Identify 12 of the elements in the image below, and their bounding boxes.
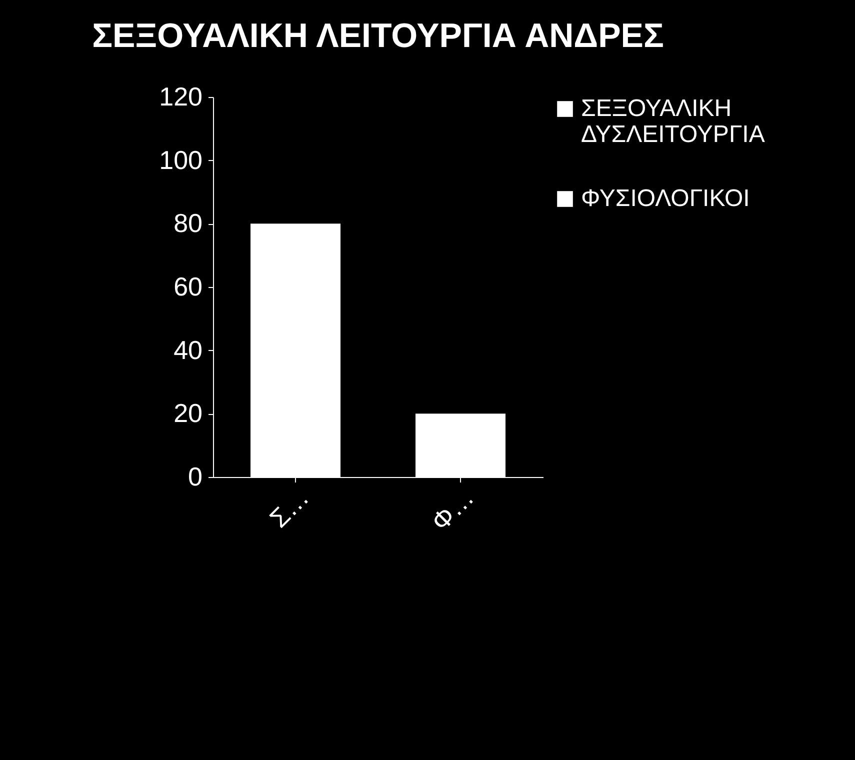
y-tick-label: 20: [174, 398, 202, 428]
y-tick-label: 0: [188, 462, 202, 492]
x-tick-label: Σ…: [264, 482, 315, 534]
y-tick-label: 120: [159, 82, 202, 112]
y-tick-label: 60: [174, 272, 202, 302]
x-tick-label: Φ…: [425, 482, 480, 537]
y-tick-label: 80: [174, 208, 202, 238]
legend-label: ΦΥΣΙΟΛΟΓΙΚΟΙ: [581, 185, 750, 212]
y-tick-label: 40: [174, 334, 202, 365]
chart-title: ΣΕΞΟΥΑΛΙΚΗ ΛΕΙΤΟΥΡΓΙΑ ΑΝΔΡΕΣ: [92, 17, 664, 55]
legend-label: ΣΕΞΟΥΑΛΙΚΗ ΔΥΣΛΕΙΤΟΥΡΓΙΑ: [581, 95, 765, 148]
y-tick-label: 100: [159, 144, 202, 175]
